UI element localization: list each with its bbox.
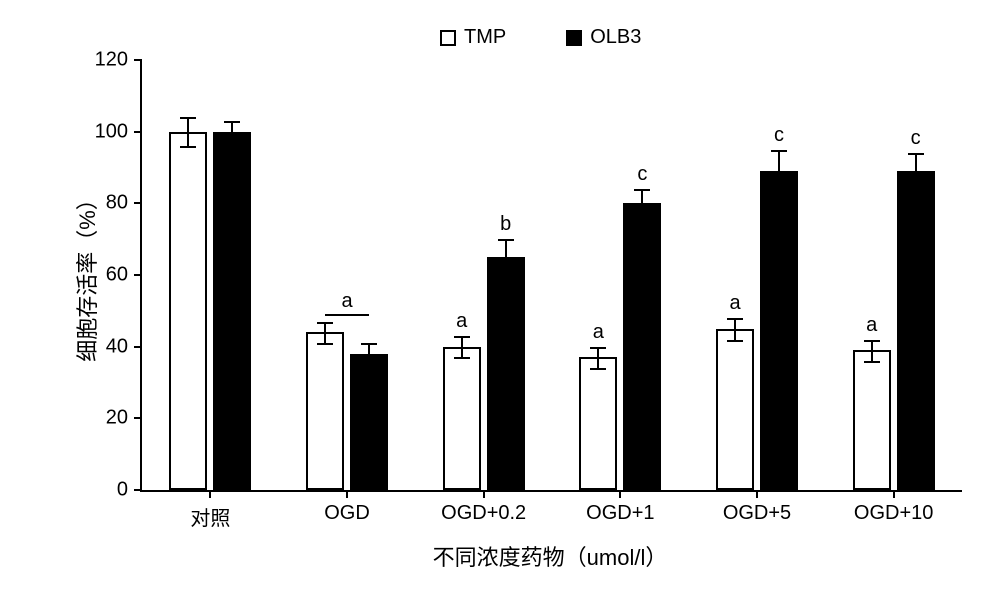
error-cap: [224, 121, 240, 123]
error-cap: [727, 340, 743, 342]
x-tick-label: OGD+1: [586, 490, 654, 525]
error-bar: [641, 189, 643, 218]
error-bar: [871, 340, 873, 362]
significance-label: a: [341, 290, 352, 313]
bar-tmp: [579, 357, 617, 490]
legend-label: OLB3: [590, 26, 641, 49]
error-cap: [180, 146, 196, 148]
bar-olb3: [213, 132, 251, 490]
significance-label: c: [774, 124, 784, 147]
x-tick-label: 对照: [190, 490, 230, 531]
legend-label: TMP: [464, 26, 506, 49]
error-cap: [771, 150, 787, 152]
bar-olb3: [487, 257, 525, 490]
error-cap: [361, 343, 377, 345]
bar-olb3: [760, 171, 798, 490]
significance-label: b: [500, 213, 511, 236]
bar-tmp: [443, 347, 481, 490]
error-cap: [317, 322, 333, 324]
error-bar: [231, 121, 233, 143]
significance-label: a: [729, 292, 740, 315]
error-cap: [361, 365, 377, 367]
error-bar: [368, 343, 370, 365]
plot-area: 020406080100120对照OGDOGD+0.2abOGD+1acOGD+…: [140, 60, 962, 492]
error-cap: [224, 142, 240, 144]
bar-tmp: [853, 350, 891, 490]
legend-swatch: [440, 30, 456, 46]
legend-item-tmp: TMP: [440, 26, 506, 49]
error-cap: [590, 347, 606, 349]
bar-olb3: [350, 354, 388, 490]
error-cap: [498, 239, 514, 241]
y-tick-label: 120: [95, 49, 142, 72]
error-cap: [908, 189, 924, 191]
bar-tmp: [716, 329, 754, 490]
error-bar: [187, 117, 189, 146]
significance-label: c: [637, 163, 647, 186]
legend-item-olb3: OLB3: [566, 26, 641, 49]
error-cap: [634, 218, 650, 220]
y-tick-label: 20: [106, 407, 142, 430]
y-tick-label: 60: [106, 264, 142, 287]
significance-label: a: [456, 310, 467, 333]
error-cap: [864, 340, 880, 342]
x-axis-label: 不同浓度药物（umol/l）: [433, 540, 668, 572]
x-tick-label: OGD+0.2: [441, 490, 526, 525]
y-tick-label: 80: [106, 192, 142, 215]
error-cap: [771, 193, 787, 195]
error-cap: [317, 343, 333, 345]
significance-label: c: [911, 127, 921, 150]
error-cap: [498, 275, 514, 277]
error-cap: [864, 361, 880, 363]
y-tick-label: 0: [117, 479, 142, 502]
significance-bracket: [325, 314, 369, 316]
error-bar: [505, 239, 507, 275]
bar-tmp: [169, 132, 207, 490]
significance-label: a: [866, 314, 877, 337]
legend-swatch: [566, 30, 582, 46]
error-bar: [324, 322, 326, 344]
y-axis-label: 细胞存活率（%）: [70, 188, 102, 362]
error-bar: [597, 347, 599, 369]
bar-olb3: [623, 203, 661, 490]
y-tick-label: 100: [95, 120, 142, 143]
bar-olb3: [897, 171, 935, 490]
error-bar: [915, 153, 917, 189]
error-bar: [778, 150, 780, 193]
error-cap: [180, 117, 196, 119]
y-tick-label: 40: [106, 335, 142, 358]
error-cap: [454, 336, 470, 338]
legend: TMP OLB3: [440, 26, 641, 49]
error-cap: [634, 189, 650, 191]
x-tick-label: OGD+5: [723, 490, 791, 525]
error-bar: [734, 318, 736, 340]
error-cap: [727, 318, 743, 320]
chart-container: 0 20 40 60 80 100 120 对照 OGD OGD+0.2 a b OGD+1 a c OGD+…: [20, 20, 980, 596]
error-cap: [590, 368, 606, 370]
x-tick-label: OGD+10: [854, 490, 933, 525]
bar-tmp: [306, 332, 344, 490]
error-cap: [908, 153, 924, 155]
significance-label: a: [593, 321, 604, 344]
x-tick-label: OGD: [324, 490, 370, 525]
error-cap: [454, 357, 470, 359]
error-bar: [461, 336, 463, 358]
